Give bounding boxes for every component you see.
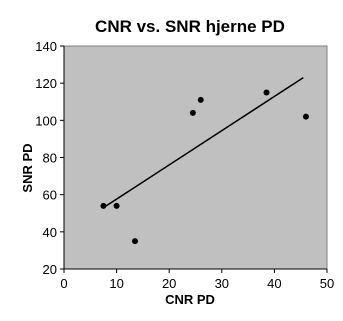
y-tick-label: 100 [35, 113, 57, 128]
y-tick-label: 20 [43, 262, 57, 277]
data-point [132, 238, 139, 245]
trendline-layer [103, 76, 304, 209]
data-point [189, 109, 196, 116]
data-point [197, 96, 204, 103]
ticks-layer: 0 10 20 30 40 50 20 40 60 80 100 120 140 [35, 39, 334, 291]
y-axis-label: SNR PD [20, 143, 35, 192]
data-point [302, 113, 309, 120]
y-tick-label: 120 [35, 76, 57, 91]
data-point [113, 202, 120, 209]
x-tick-label: 40 [267, 276, 281, 291]
data-point [100, 202, 107, 209]
data-point [263, 89, 270, 96]
y-tick-label: 80 [43, 151, 57, 166]
x-tick-label: 10 [109, 276, 123, 291]
x-tick-label: 0 [60, 276, 67, 291]
x-axis-label: CNR PD [165, 292, 215, 307]
y-tick-label: 40 [43, 225, 57, 240]
trendline [103, 76, 304, 209]
points-layer [100, 89, 309, 245]
x-tick-label: 50 [320, 276, 334, 291]
chart-title: CNR vs. SNR hjerne PD [95, 17, 285, 36]
x-tick-label: 20 [162, 276, 176, 291]
plot-area [63, 45, 328, 270]
y-tick-label: 140 [35, 39, 57, 54]
x-tick-label: 30 [215, 276, 229, 291]
y-tick-label: 60 [43, 188, 57, 203]
